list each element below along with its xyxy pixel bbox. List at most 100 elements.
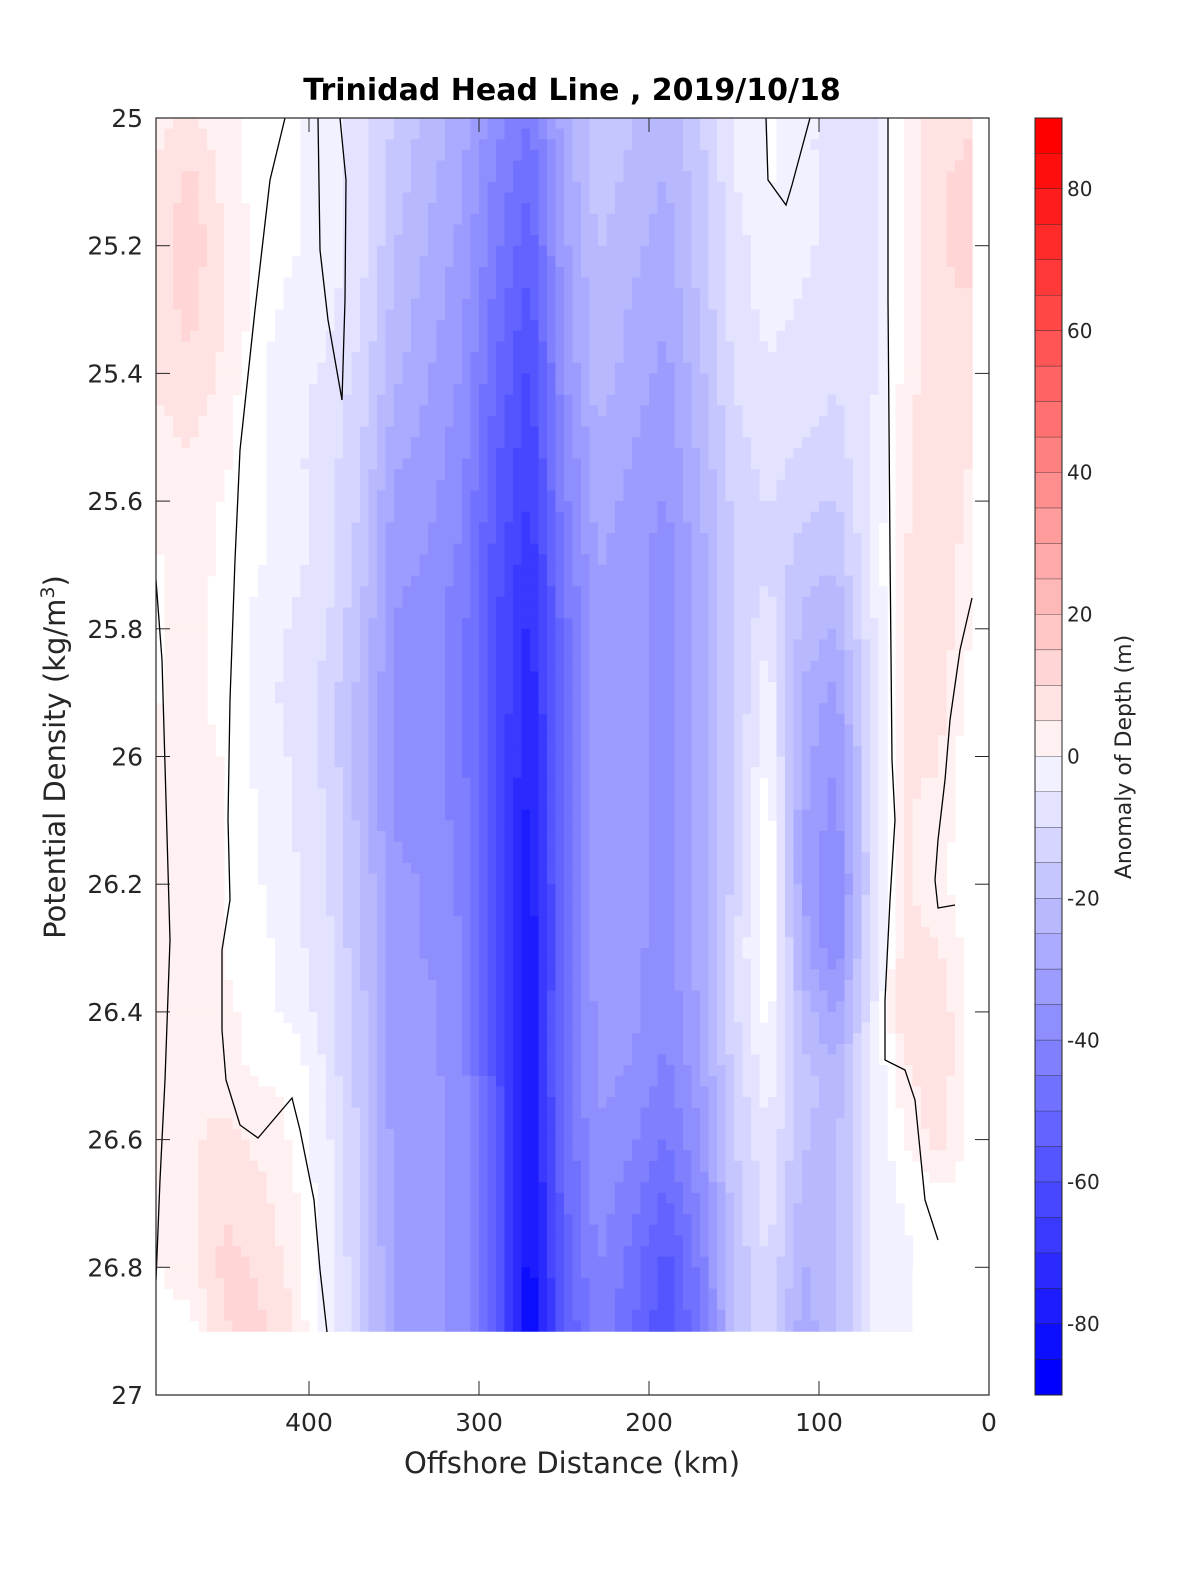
contour-cell	[258, 564, 268, 577]
contour-cell	[802, 224, 812, 236]
contour-cell	[530, 650, 540, 662]
contour-cell	[385, 479, 395, 492]
contour-cell	[700, 309, 710, 321]
contour-cell	[623, 650, 633, 662]
contour-cell	[215, 437, 225, 449]
contour-cell	[572, 118, 582, 130]
contour-cell	[810, 394, 820, 406]
contour-cell	[725, 628, 735, 641]
contour-cell	[377, 671, 387, 683]
contour-cell	[615, 149, 625, 162]
contour-cell	[742, 575, 752, 587]
contour-cell	[683, 650, 693, 662]
contour-cell	[521, 309, 531, 321]
contour-cell	[955, 352, 965, 364]
contour-cell	[385, 447, 395, 460]
contour-cell	[649, 639, 659, 651]
contour-cell	[411, 607, 421, 619]
contour-cell	[853, 501, 863, 513]
contour-cell	[470, 564, 480, 577]
contour-cell	[317, 490, 327, 502]
contour-cell	[632, 203, 642, 215]
contour-cell	[776, 181, 786, 194]
contour-cell	[955, 671, 965, 683]
contour-cell	[717, 469, 727, 481]
contour-cell	[734, 139, 744, 151]
contour-cell	[292, 394, 302, 406]
contour-cell	[547, 288, 557, 300]
contour-cell	[173, 458, 183, 470]
contour-cell	[351, 501, 361, 513]
contour-cell	[785, 543, 795, 555]
contour-cell	[181, 384, 191, 396]
contour-cell	[751, 596, 761, 609]
contour-cell	[827, 309, 837, 321]
contour-cell	[283, 692, 293, 704]
contour-cell	[734, 320, 744, 332]
contour-cell	[734, 703, 744, 715]
contour-cell	[606, 330, 616, 343]
contour-cell	[691, 362, 701, 374]
contour-cell	[963, 309, 973, 321]
contour-cell	[895, 479, 905, 492]
contour-cell	[581, 224, 591, 236]
contour-cell	[385, 554, 395, 566]
contour-cell	[385, 362, 395, 374]
contour-cell	[215, 405, 225, 417]
contour-cell	[793, 415, 803, 428]
contour-cell	[215, 160, 225, 172]
contour-cell	[292, 479, 302, 492]
contour-cell	[657, 447, 667, 460]
contour-cell	[513, 352, 523, 364]
contour-cell	[598, 703, 608, 715]
contour-cell	[479, 362, 489, 374]
contour-cell	[819, 192, 829, 204]
contour-cell	[530, 373, 540, 385]
contour-cell	[538, 203, 548, 215]
contour-cell	[955, 394, 965, 406]
contour-cell	[487, 192, 497, 204]
contour-cell	[547, 671, 557, 683]
contour-cell	[836, 298, 846, 311]
contour-cell	[623, 213, 633, 226]
contour-cell	[734, 437, 744, 449]
contour-cell	[819, 160, 829, 172]
contour-cell	[479, 490, 489, 502]
contour-cell	[419, 586, 429, 598]
contour-cell	[266, 660, 276, 672]
contour-cell	[445, 415, 455, 428]
contour-cell	[844, 181, 854, 194]
contour-cell	[632, 192, 642, 204]
contour-cell	[853, 139, 863, 151]
contour-cell	[479, 533, 489, 545]
contour-cell	[632, 118, 642, 130]
contour-cell	[657, 543, 667, 555]
contour-cell	[666, 511, 676, 523]
contour-cell	[819, 235, 829, 247]
contour-cell	[640, 415, 650, 428]
contour-cell	[955, 586, 965, 598]
contour-cell	[819, 692, 829, 704]
contour-cell	[810, 426, 820, 438]
contour-cell	[198, 405, 208, 417]
contour-cell	[215, 192, 225, 204]
contour-cell	[572, 554, 582, 566]
contour-cell	[258, 533, 268, 545]
contour-cell	[683, 118, 693, 130]
contour-cell	[844, 256, 854, 268]
contour-cell	[742, 501, 752, 513]
contour-cell	[615, 554, 625, 566]
contour-cell	[606, 128, 616, 140]
contour-cell	[955, 298, 965, 311]
contour-cell	[615, 586, 625, 598]
contour-cell	[759, 554, 769, 566]
contour-cell	[351, 490, 361, 502]
contour-cell	[700, 682, 710, 694]
contour-cell	[411, 586, 421, 598]
contour-cell	[640, 447, 650, 460]
contour-cell	[173, 277, 183, 289]
contour-cell	[564, 394, 574, 406]
contour-cell	[793, 256, 803, 268]
contour-cell	[810, 660, 820, 672]
contour-cell	[241, 277, 251, 289]
